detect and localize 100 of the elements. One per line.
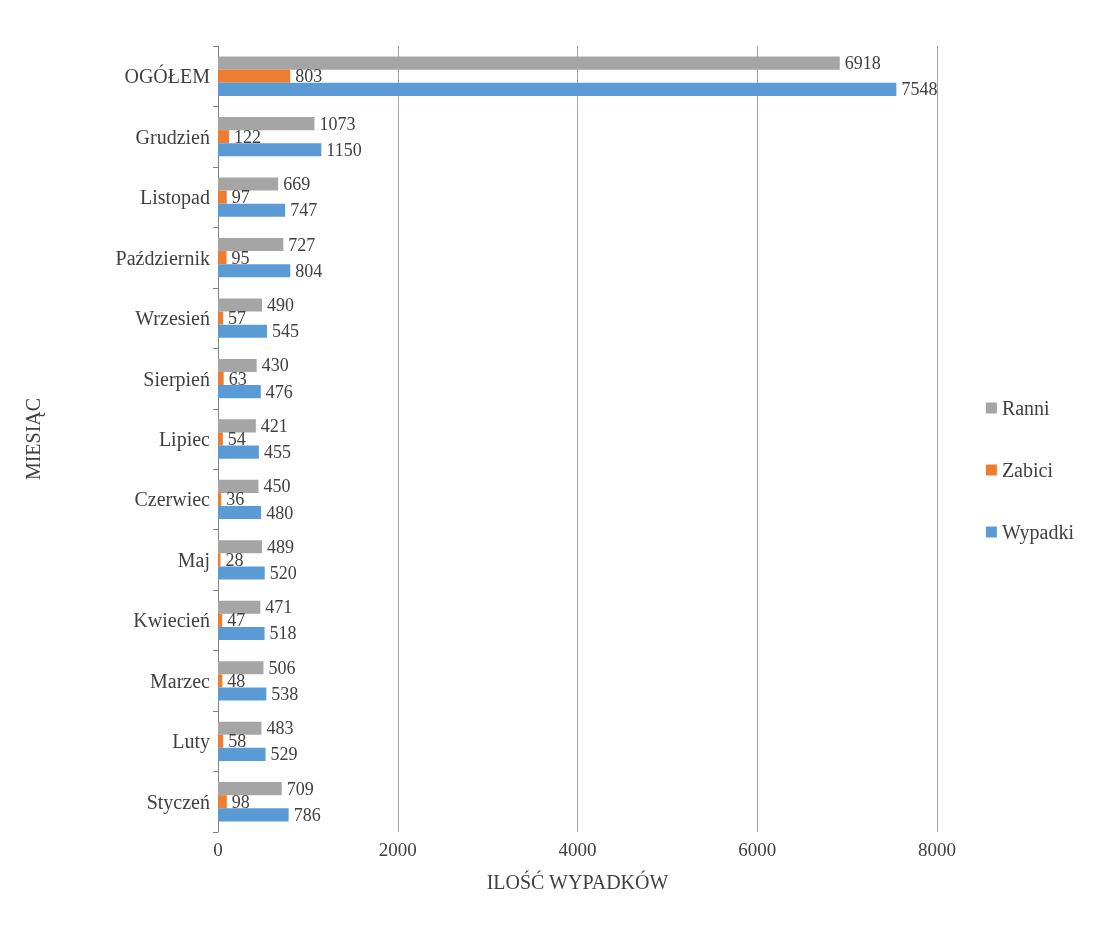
bar (218, 734, 224, 748)
bar (218, 445, 259, 459)
data-label: 747 (290, 200, 318, 221)
y-tick-label: Czerwiec (134, 488, 211, 511)
x-tick-label: 8000 (918, 839, 956, 860)
data-label: 483 (266, 718, 294, 739)
y-tick-label: Luty (172, 730, 210, 754)
data-label: 471 (265, 597, 293, 618)
x-tick-label: 4000 (558, 839, 597, 860)
bar (218, 143, 322, 157)
data-label: 1073 (319, 113, 356, 134)
data-label: 506 (268, 657, 296, 678)
bar (218, 687, 267, 701)
bar (218, 130, 229, 144)
bar (218, 203, 286, 217)
data-label: 95 (231, 247, 250, 268)
bar (218, 479, 259, 493)
data-label: 58 (228, 731, 247, 752)
data-label: 804 (295, 260, 323, 281)
y-tick-label: Maj (177, 548, 210, 572)
x-tick-label: 0 (213, 839, 223, 860)
bar (218, 600, 261, 614)
data-label: 803 (295, 66, 323, 87)
bar (218, 82, 897, 96)
y-axis-title: MIESIĄC (22, 397, 45, 481)
data-label: 122 (233, 126, 261, 147)
bar (218, 358, 257, 372)
data-label: 480 (266, 502, 294, 523)
data-label: 450 (263, 476, 291, 497)
data-label: 47 (227, 610, 246, 631)
data-label: 786 (293, 804, 321, 825)
data-label: 455 (263, 442, 291, 463)
data-label: 476 (265, 381, 293, 402)
bar (218, 674, 223, 688)
y-tick-label: Październik (115, 246, 210, 269)
y-tick-label: Kwiecień (133, 609, 210, 632)
y-tick-label: Sierpień (143, 367, 210, 391)
data-label: 7548 (901, 79, 938, 100)
bar (218, 506, 262, 520)
y-tick-label: OGÓŁEM (124, 64, 211, 88)
bar (218, 626, 265, 641)
x-tick-label: 6000 (738, 839, 777, 860)
y-tick-label: Listopad (140, 186, 210, 210)
data-label: 490 (267, 294, 295, 315)
bar (218, 190, 227, 204)
bar (218, 782, 282, 796)
bar (218, 721, 262, 735)
bar (218, 419, 256, 433)
data-label: 727 (288, 234, 316, 255)
bar (218, 613, 223, 627)
data-label: 98 (231, 791, 250, 812)
data-label: 36 (226, 489, 245, 510)
data-label: 54 (227, 429, 246, 449)
legend-label: Ranni (1001, 397, 1051, 419)
data-label: 709 (286, 778, 314, 799)
x-axis-title: ILOŚĆ WYPADKÓW (486, 870, 669, 893)
data-label: 430 (261, 355, 289, 376)
data-label: 545 (271, 321, 299, 342)
data-label: 518 (269, 623, 297, 644)
data-label: 28 (225, 549, 244, 570)
y-tick-label: Marzec (150, 669, 211, 692)
data-label: 97 (231, 187, 250, 208)
bar (218, 251, 227, 265)
data-label: 48 (227, 670, 246, 691)
data-label: 529 (270, 744, 298, 765)
bar (218, 432, 223, 446)
data-label: 489 (266, 536, 294, 557)
data-label: 63 (228, 368, 247, 389)
bar (218, 540, 262, 554)
data-label: 57 (228, 308, 247, 329)
bar (218, 69, 291, 83)
bar (218, 117, 315, 131)
bar (218, 566, 265, 580)
bar (218, 324, 267, 338)
y-tick-label: Lipiec (158, 428, 211, 451)
data-label: 538 (271, 683, 299, 704)
bar (218, 298, 263, 312)
legend-label: Zabici (1001, 459, 1054, 481)
bar (218, 492, 222, 507)
y-tick-label: Grudzień (135, 125, 210, 148)
legend-label: Wypadki (1001, 521, 1075, 544)
data-label: 1150 (326, 139, 362, 160)
bar (218, 385, 261, 399)
bar (218, 747, 266, 761)
bar (218, 311, 224, 325)
bar (218, 371, 224, 386)
bar (218, 177, 279, 191)
bar (218, 808, 289, 822)
y-tick-label: Wrzesień (135, 307, 210, 330)
data-label: 421 (260, 415, 288, 436)
bar (218, 237, 284, 252)
y-tick-label: Styczeń (146, 790, 210, 814)
data-label: 669 (283, 174, 311, 195)
data-label: 520 (269, 563, 297, 584)
bar (218, 661, 264, 675)
x-tick-label: 2000 (378, 839, 417, 860)
data-label: 6918 (844, 53, 881, 74)
bar (218, 553, 221, 567)
bar (218, 264, 291, 278)
bar (218, 795, 227, 809)
